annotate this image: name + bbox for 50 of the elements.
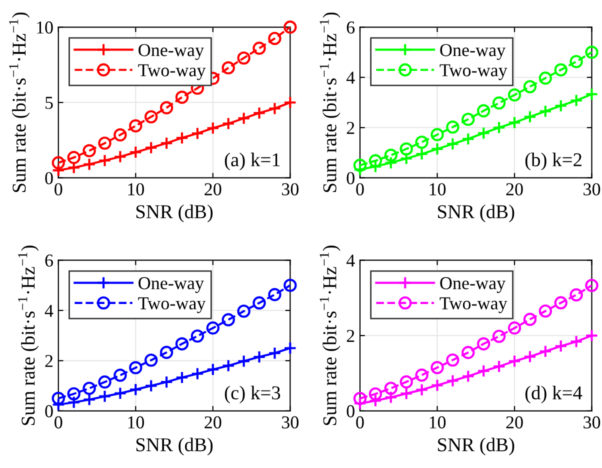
- x-axis-title: SNR (dB): [136, 438, 213, 456]
- legend-label: Two-way: [138, 64, 206, 80]
- y-tick-label: 6: [45, 254, 53, 267]
- x-axis-title: SNR (dB): [136, 204, 213, 222]
- x-tick-label: 10: [430, 416, 446, 428]
- x-tick-label: 30: [584, 183, 600, 196]
- y-tick-label: 4: [346, 72, 355, 84]
- x-tick-label: 10: [128, 416, 144, 428]
- y-tick-label: 0: [346, 405, 354, 418]
- y-axis-title: Sum rate (bit·s$^{−1}$·Hz$^{−1}$): [320, 12, 340, 192]
- x-tick-label: 10: [430, 183, 446, 196]
- y-tick-label: 4: [346, 254, 355, 266]
- y-tick-label: 2: [45, 354, 53, 367]
- legend-label: One-way: [440, 44, 506, 60]
- y-tick-label: 2: [346, 330, 354, 342]
- legend-label: One-way: [138, 277, 204, 293]
- annotation: (b) k=2: [525, 152, 582, 170]
- x-tick-label: 30: [282, 183, 299, 196]
- annotation: (a) k=1: [224, 152, 280, 170]
- y-tick-label: 0: [45, 405, 53, 418]
- x-tick-label: 20: [204, 183, 222, 196]
- y-tick-label: 5: [46, 96, 53, 109]
- x-tick-label: 10: [128, 183, 144, 196]
- x-axis-title: SNR (dB): [438, 438, 514, 456]
- x-tick-label: 20: [204, 416, 222, 428]
- annotation: (d) k=4: [525, 386, 582, 404]
- x-tick-label: 30: [282, 416, 299, 428]
- y-axis-title: Sum rate (bit·s$^{−1}$·Hz$^{−1}$): [9, 12, 30, 192]
- legend-label: Two-way: [440, 297, 508, 314]
- y-axis-title: Sum rate (bit·s$^{−1}$·Hz$^{−1}$): [320, 246, 340, 426]
- x-axis-title: SNR (dB): [438, 204, 514, 222]
- y-tick-label: 2: [346, 122, 354, 134]
- y-axis-title: Sum rate (bit·s$^{−1}$·Hz$^{−1}$): [18, 246, 39, 426]
- x-tick-label: 0: [54, 416, 62, 428]
- y-tick-label: 4: [44, 304, 54, 317]
- x-tick-label: 0: [356, 183, 364, 196]
- y-tick-label: 0: [346, 172, 354, 184]
- x-tick-label: 20: [506, 416, 523, 428]
- annotation: (c) k=3: [224, 386, 280, 404]
- x-tick-label: 30: [584, 416, 600, 428]
- legend-label: Two-way: [440, 64, 508, 80]
- y-tick-label: 10: [37, 21, 53, 34]
- y-tick-label: 6: [346, 21, 355, 34]
- x-tick-label: 0: [54, 183, 62, 196]
- legend-label: Two-way: [138, 297, 206, 314]
- x-tick-label: 20: [506, 183, 523, 196]
- legend-label: One-way: [138, 44, 204, 60]
- x-tick-label: 0: [356, 416, 364, 428]
- legend-label: One-way: [440, 277, 506, 293]
- y-tick-label: 0: [45, 172, 53, 184]
